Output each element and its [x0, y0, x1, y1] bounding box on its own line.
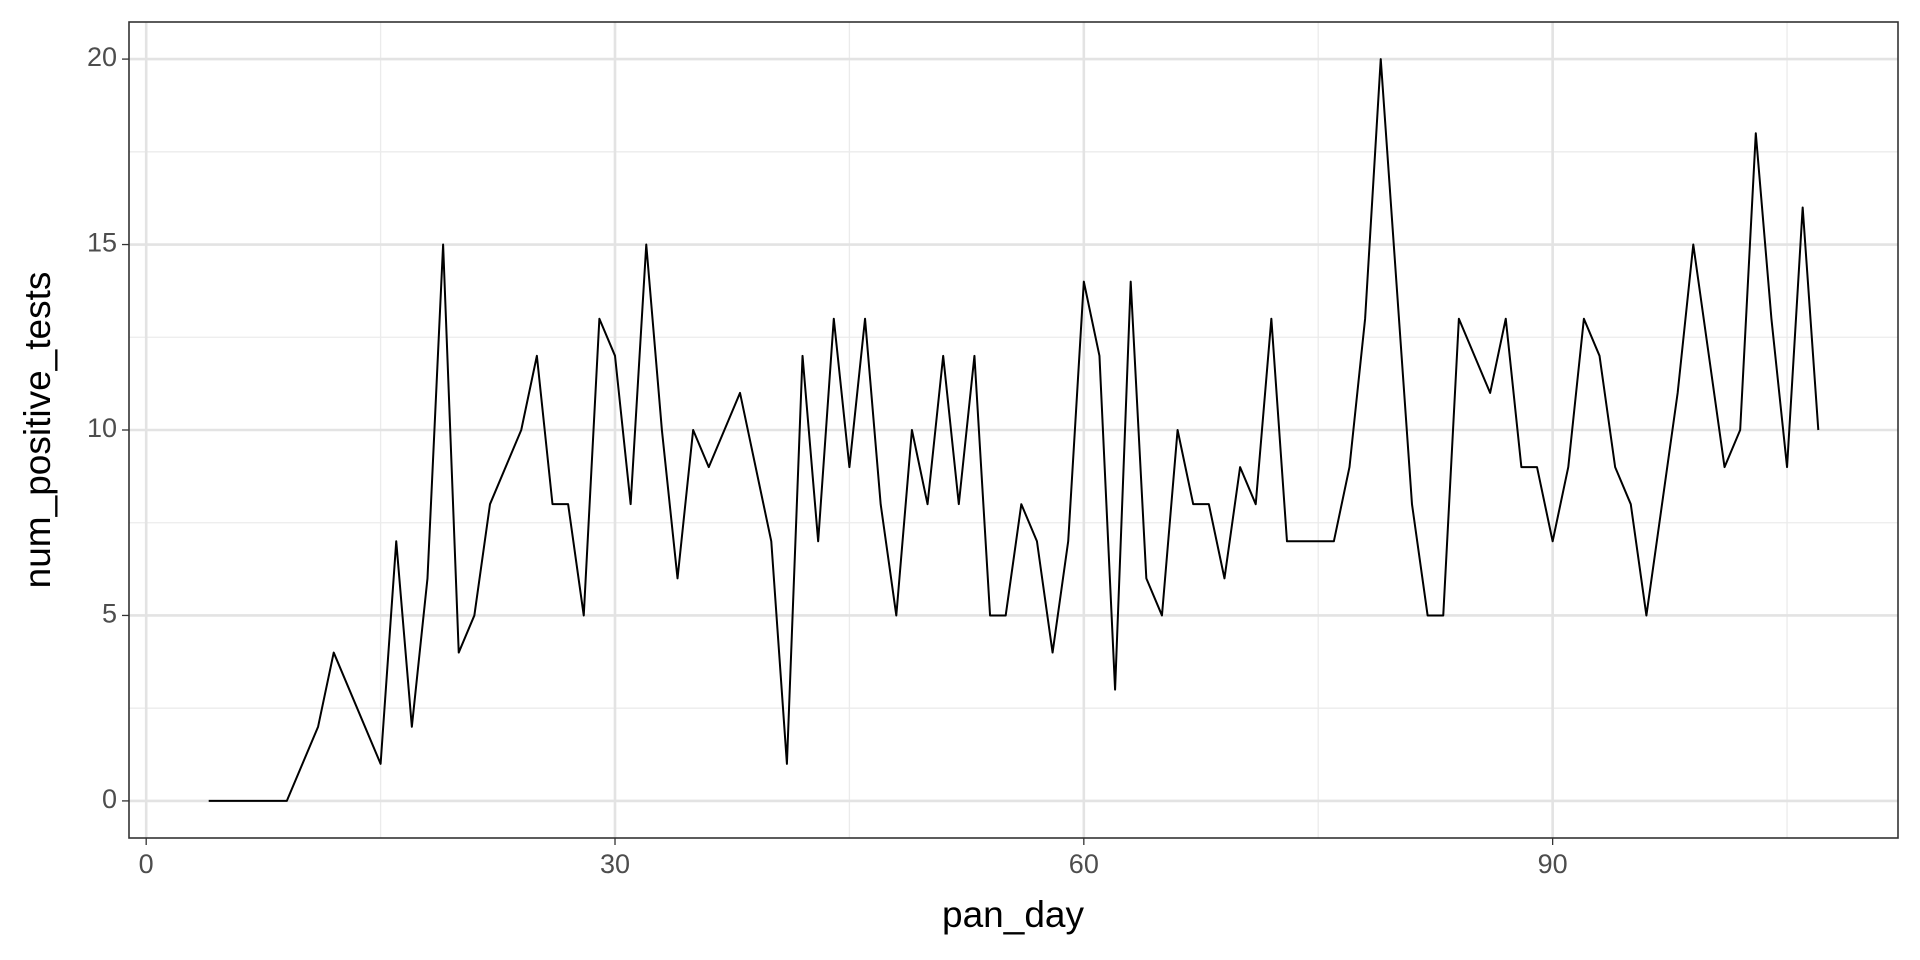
x-axis-title: pan_day	[942, 894, 1084, 935]
y-tick-label: 5	[102, 599, 117, 629]
y-axis-title: num_positive_tests	[17, 272, 58, 589]
data-line	[208, 58, 1820, 802]
y-tick-label: 20	[87, 42, 117, 72]
y-tick-label: 15	[87, 228, 117, 258]
y-tick-label: 10	[87, 413, 117, 443]
y-tick-label: 0	[102, 784, 117, 814]
x-tick-label: 90	[1538, 849, 1568, 879]
panel-border	[128, 21, 1899, 839]
x-tick-label: 30	[600, 849, 630, 879]
x-tick-label: 60	[1069, 849, 1099, 879]
x-tick-label: 0	[139, 849, 154, 879]
